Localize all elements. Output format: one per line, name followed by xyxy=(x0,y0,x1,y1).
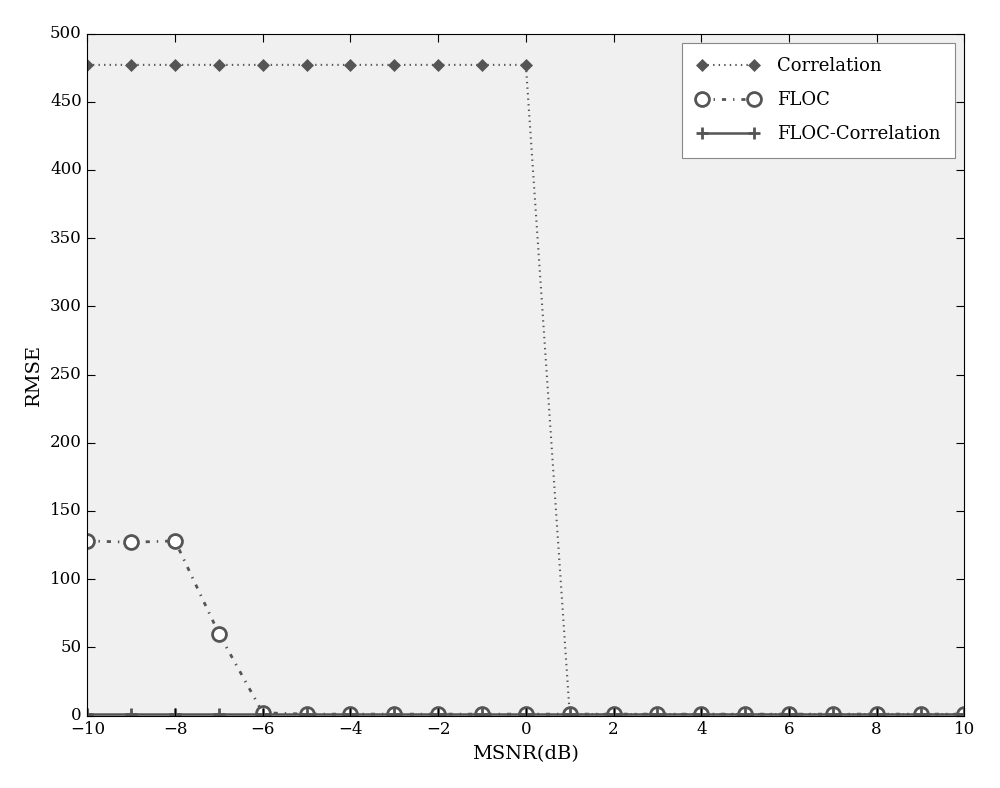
FLOC xyxy=(125,537,137,547)
Correlation xyxy=(827,709,839,719)
Correlation xyxy=(169,60,181,69)
Correlation xyxy=(915,709,927,719)
FLOC-Correlation xyxy=(564,709,576,719)
FLOC xyxy=(958,709,970,719)
FLOC-Correlation xyxy=(476,709,488,719)
Line: FLOC: FLOC xyxy=(80,534,971,721)
Correlation xyxy=(213,60,225,69)
Correlation xyxy=(301,60,313,69)
Line: Correlation: Correlation xyxy=(83,61,969,719)
FLOC xyxy=(871,709,883,719)
Correlation xyxy=(783,709,795,719)
FLOC xyxy=(520,709,532,719)
Correlation xyxy=(871,709,883,719)
FLOC xyxy=(651,709,663,719)
FLOC-Correlation xyxy=(783,709,795,719)
FLOC xyxy=(388,709,400,719)
Y-axis label: RMSE: RMSE xyxy=(25,344,43,406)
FLOC-Correlation xyxy=(958,709,970,719)
Correlation xyxy=(257,60,269,69)
Correlation xyxy=(608,709,620,719)
FLOC-Correlation xyxy=(344,709,356,719)
Correlation xyxy=(344,60,356,69)
FLOC-Correlation xyxy=(213,709,225,719)
Correlation xyxy=(651,709,663,719)
FLOC-Correlation xyxy=(651,709,663,719)
FLOC-Correlation xyxy=(608,709,620,719)
FLOC-Correlation xyxy=(81,709,93,719)
FLOC xyxy=(695,709,707,719)
FLOC-Correlation xyxy=(257,709,269,719)
X-axis label: MSNR(dB): MSNR(dB) xyxy=(472,745,579,763)
Correlation xyxy=(125,60,137,69)
Correlation xyxy=(739,709,751,719)
FLOC xyxy=(301,709,313,719)
FLOC xyxy=(783,709,795,719)
Correlation xyxy=(695,709,707,719)
Correlation xyxy=(476,60,488,69)
FLOC-Correlation xyxy=(388,709,400,719)
Correlation xyxy=(564,709,576,719)
FLOC-Correlation xyxy=(695,709,707,719)
Correlation xyxy=(81,60,93,69)
FLOC xyxy=(81,536,93,545)
FLOC xyxy=(608,709,620,719)
FLOC-Correlation xyxy=(169,709,181,719)
FLOC-Correlation xyxy=(125,709,137,719)
FLOC-Correlation xyxy=(301,709,313,719)
FLOC-Correlation xyxy=(432,709,444,719)
FLOC xyxy=(213,629,225,638)
Line: FLOC-Correlation: FLOC-Correlation xyxy=(82,708,970,719)
FLOC-Correlation xyxy=(520,709,532,719)
FLOC-Correlation xyxy=(739,709,751,719)
FLOC xyxy=(915,709,927,719)
FLOC xyxy=(432,709,444,719)
Correlation xyxy=(520,60,532,69)
Legend: Correlation, FLOC, FLOC-Correlation: Correlation, FLOC, FLOC-Correlation xyxy=(682,43,955,158)
Correlation xyxy=(388,60,400,69)
FLOC xyxy=(564,709,576,719)
FLOC-Correlation xyxy=(827,709,839,719)
FLOC-Correlation xyxy=(871,709,883,719)
FLOC xyxy=(344,709,356,719)
FLOC xyxy=(257,708,269,718)
Correlation xyxy=(432,60,444,69)
Correlation xyxy=(958,709,970,719)
FLOC xyxy=(827,709,839,719)
FLOC xyxy=(739,709,751,719)
FLOC-Correlation xyxy=(915,709,927,719)
FLOC xyxy=(169,536,181,545)
FLOC xyxy=(476,709,488,719)
